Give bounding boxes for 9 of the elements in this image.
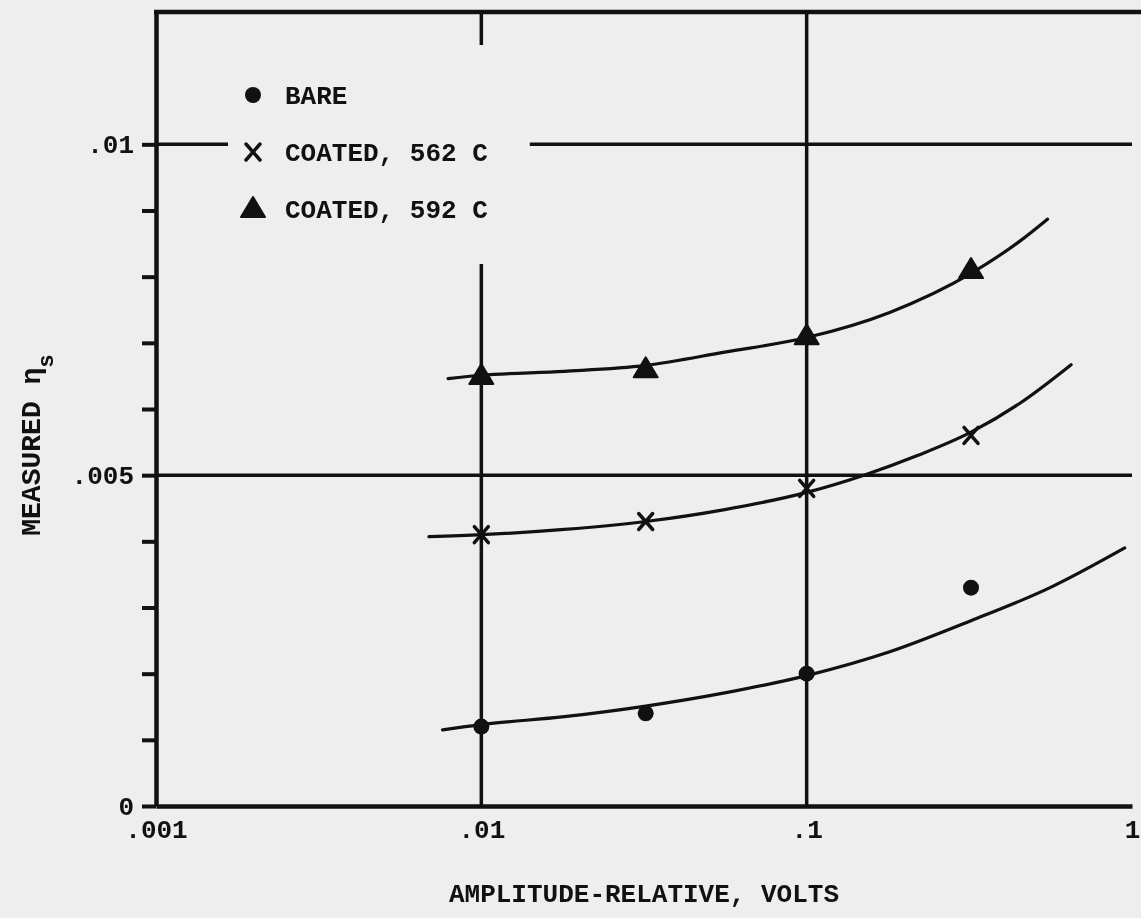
x-tick-label: .1	[791, 816, 823, 847]
legend-label: COATED, 562 C	[285, 139, 488, 170]
x-tick-label: .01	[458, 816, 506, 847]
x-tick-label: 1	[1124, 816, 1141, 847]
x-axis-title: AMPLITUDE-RELATIVE, VOLTS	[448, 880, 840, 910]
legend-label: COATED, 592 C	[285, 196, 488, 227]
legend-label: BARE	[285, 82, 348, 113]
y-tick-label: .005	[71, 461, 134, 492]
y-tick-label: .01	[87, 131, 134, 162]
